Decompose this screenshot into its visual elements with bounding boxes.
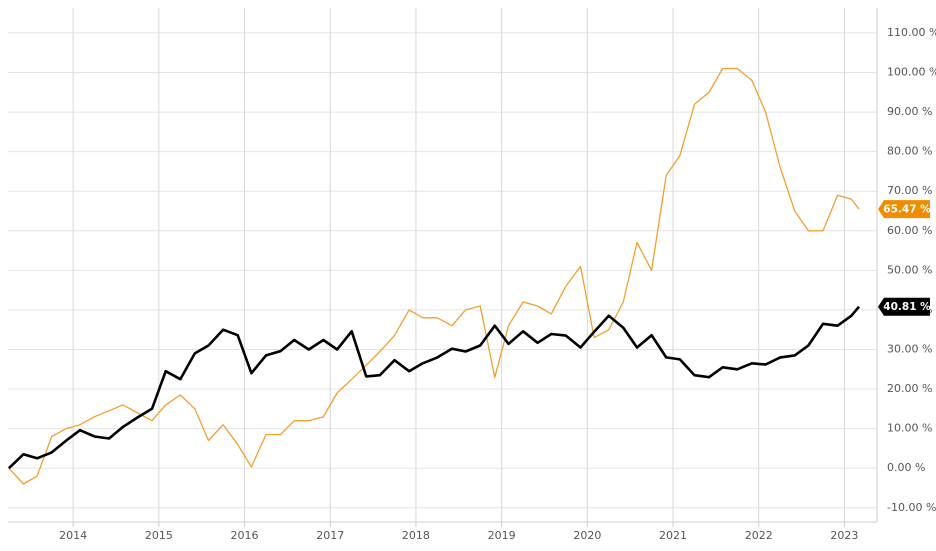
y-tick-label: 10.00 % [887,422,932,435]
y-tick-label: 50.00 % [887,263,932,276]
x-tick-label: 2021 [659,529,687,542]
x-tick-label: 2019 [488,529,516,542]
value-badge [878,297,930,316]
y-tick-label: 100.00 % [887,65,936,78]
y-tick-label: 90.00 % [887,105,932,118]
y-tick-label: 30.00 % [887,342,932,355]
x-tick-label: 2023 [830,529,858,542]
series-line [8,305,860,470]
x-tick-label: 2020 [573,529,601,542]
value-label: 65.47 % [883,204,931,216]
x-tick-label: 2017 [316,529,344,542]
y-tick-label: 0.00 % [887,461,925,474]
x-tick-label: 2014 [59,529,87,542]
x-tick-label: 2016 [231,529,259,542]
y-tick-label: 80.00 % [887,145,932,158]
value-label: 40.81 % [883,301,931,313]
value-badge [878,200,930,219]
x-tick-label: 2018 [402,529,430,542]
y-tick-label: -10.00 % [887,501,936,514]
y-tick-label: 110.00 % [887,26,936,39]
x-tick-label: 2015 [145,529,173,542]
y-tick-label: 70.00 % [887,184,932,197]
y-tick-label: 20.00 % [887,382,932,395]
x-tick-label: 2022 [745,529,773,542]
series-line [8,67,860,485]
y-tick-label: 60.00 % [887,224,932,237]
